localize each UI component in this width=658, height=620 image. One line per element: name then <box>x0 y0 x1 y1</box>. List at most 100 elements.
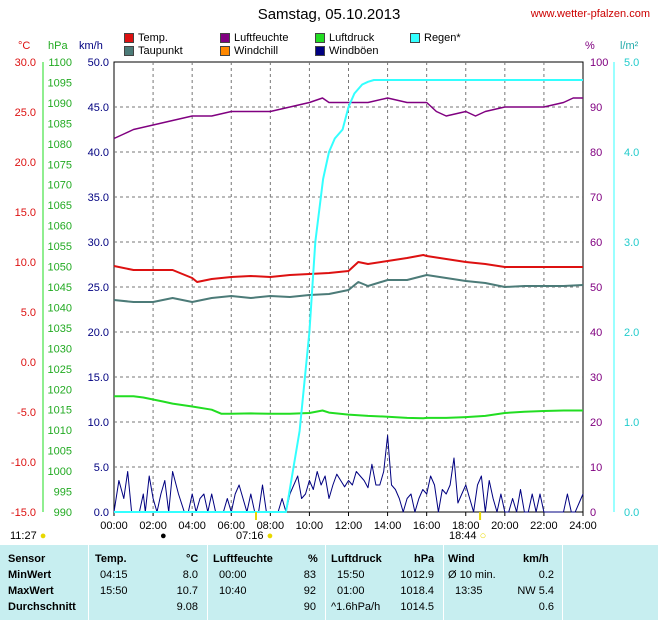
pressure-tick-label: 1030 <box>48 343 72 355</box>
x-tick-label: 08:00 <box>257 520 285 532</box>
cell-wind-val: NW 5.4 <box>517 585 554 597</box>
x-tick-label: 02:00 <box>139 520 167 532</box>
rain-tick-label: 5.0 <box>624 57 639 69</box>
pressure-tick-label: 1090 <box>48 98 72 110</box>
pressure-tick-label: 1025 <box>48 364 72 376</box>
cell-temp-val: 10.7 <box>176 585 198 597</box>
pressure-tick-label: 1005 <box>48 446 72 458</box>
cell-hum-time: 10:40 <box>219 585 247 597</box>
humidity-tick-label: 100 <box>590 57 608 69</box>
cell-temp-val: 8.0 <box>182 569 198 581</box>
table-divider <box>207 545 208 620</box>
legend-gusts-swatch <box>315 46 325 56</box>
pressure-tick-label: 1010 <box>48 425 72 437</box>
cell-press-time: 15:50 <box>337 569 365 581</box>
wind-tick-label: 45.0 <box>88 102 109 114</box>
daylength-label: 11:27 ● <box>10 530 46 542</box>
wind-tick-label: 50.0 <box>88 57 109 69</box>
unit-percent: % <box>585 40 595 52</box>
x-tick-label: 00:00 <box>100 520 128 532</box>
humidity-tick-label: 80 <box>590 147 602 159</box>
pressure-tick-label: 1015 <box>48 405 72 417</box>
humidity-tick-label: 40 <box>590 327 602 339</box>
x-tick-label: 06:00 <box>217 520 245 532</box>
stats-header-hum: Luftfeuchte <box>213 553 273 565</box>
sunrise-icon: ● <box>266 530 274 542</box>
stats-header-sensor: Sensor <box>8 553 46 565</box>
cell-temp-time: 15:50 <box>100 585 128 597</box>
series-line-taupunkt <box>113 274 584 303</box>
cell-temp-val: 9.08 <box>176 601 198 613</box>
temp-tick-label: -5.0 <box>17 407 36 419</box>
x-tick-label: 04:00 <box>178 520 206 532</box>
sunset-icon: ○ <box>479 530 487 542</box>
rain-tick-label: 2.0 <box>624 327 639 339</box>
temp-tick-label: 25.0 <box>15 107 36 119</box>
series-line-windben <box>113 435 584 513</box>
pressure-tick-label: 1075 <box>48 159 72 171</box>
series-line-regen <box>114 79 583 513</box>
cell-press-time: 01:00 <box>337 585 365 597</box>
legend-rain-swatch <box>410 33 420 43</box>
cell-wind-val: 0.2 <box>538 569 554 581</box>
temp-tick-label: 30.0 <box>15 57 36 69</box>
wind-tick-label: 15.0 <box>88 372 109 384</box>
x-tick-label: 14:00 <box>374 520 402 532</box>
humidity-tick-label: 10 <box>590 462 602 474</box>
x-tick-label: 10:00 <box>296 520 324 532</box>
rain-tick-label: 4.0 <box>624 147 639 159</box>
stats-header-wind-unit: km/h <box>523 553 549 565</box>
row-label-max: MaxWert <box>8 585 54 597</box>
cell-hum-val: 83 <box>303 569 316 581</box>
x-tick-label: 18:00 <box>452 520 480 532</box>
table-divider <box>562 545 563 620</box>
humidity-tick-label: 90 <box>590 102 602 114</box>
stats-header-hum-unit: % <box>308 553 318 565</box>
legend-rain: Regen* <box>410 32 461 44</box>
stats-header-press: Luftdruck <box>331 553 382 565</box>
legend-temp-swatch <box>124 33 134 43</box>
legend-temp-label: Temp. <box>138 32 168 44</box>
sun-icon: ● <box>39 530 47 542</box>
legend-pressure-label: Luftdruck <box>329 32 375 44</box>
temp-tick-label: -10.0 <box>11 457 36 469</box>
chart-title: Samstag, 05.10.2013 <box>257 6 401 23</box>
stats-header-temp-unit: °C <box>186 553 199 565</box>
legend-dewpoint-label: Taupunkt <box>138 45 183 57</box>
wind-tick-label: 35.0 <box>88 192 109 204</box>
temp-tick-label: 5.0 <box>21 307 36 319</box>
legend-pressure: Luftdruck <box>315 32 374 44</box>
pressure-tick-label: 1065 <box>48 200 72 212</box>
temp-tick-label: 0.0 <box>21 357 36 369</box>
legend-dewpoint: Taupunkt <box>124 45 183 57</box>
wind-tick-label: 10.0 <box>88 417 109 429</box>
wind-tick-label: 5.0 <box>94 462 109 474</box>
site-link[interactable]: www.wetter-pfalzen.com <box>530 8 650 20</box>
legend-gusts-label: Windböen <box>329 45 379 57</box>
wind-tick-label: 25.0 <box>88 282 109 294</box>
stats-header-wind: Wind <box>448 553 475 565</box>
cell-press-val: 1012.9 <box>400 569 434 581</box>
legend-gusts: Windböen <box>315 45 379 57</box>
row-label-avg: Durchschnitt <box>8 601 76 613</box>
stats-header-press-unit: hPa <box>414 553 435 565</box>
temp-tick-label: 20.0 <box>15 157 36 169</box>
table-divider <box>88 545 89 620</box>
unit-hpa: hPa <box>48 40 68 52</box>
legend-humidity: Luftfeuchte <box>220 32 288 44</box>
pressure-tick-label: 1080 <box>48 139 72 151</box>
cell-wind-time: Ø 10 min. <box>448 569 496 581</box>
pressure-tick-label: 1050 <box>48 262 72 274</box>
pressure-tick-label: 1085 <box>48 118 72 130</box>
series-line-luftdruck <box>114 395 583 420</box>
daylength-text: 11:27 <box>10 530 37 542</box>
legend-windchill-swatch <box>220 46 230 56</box>
legend-windchill: Windchill <box>220 45 278 57</box>
temp-tick-label: 15.0 <box>15 207 36 219</box>
pressure-tick-label: 1020 <box>48 384 72 396</box>
cell-hum-val: 92 <box>303 585 316 597</box>
wind-tick-label: 30.0 <box>88 237 109 249</box>
pressure-tick-label: 1035 <box>48 323 72 335</box>
weather-chart: 00:00 02:00 04:00 06:00 08:00 10:00 12:00 14:00… <box>11 57 639 532</box>
cell-press-trend: ^1.6hPa/h <box>331 601 381 613</box>
